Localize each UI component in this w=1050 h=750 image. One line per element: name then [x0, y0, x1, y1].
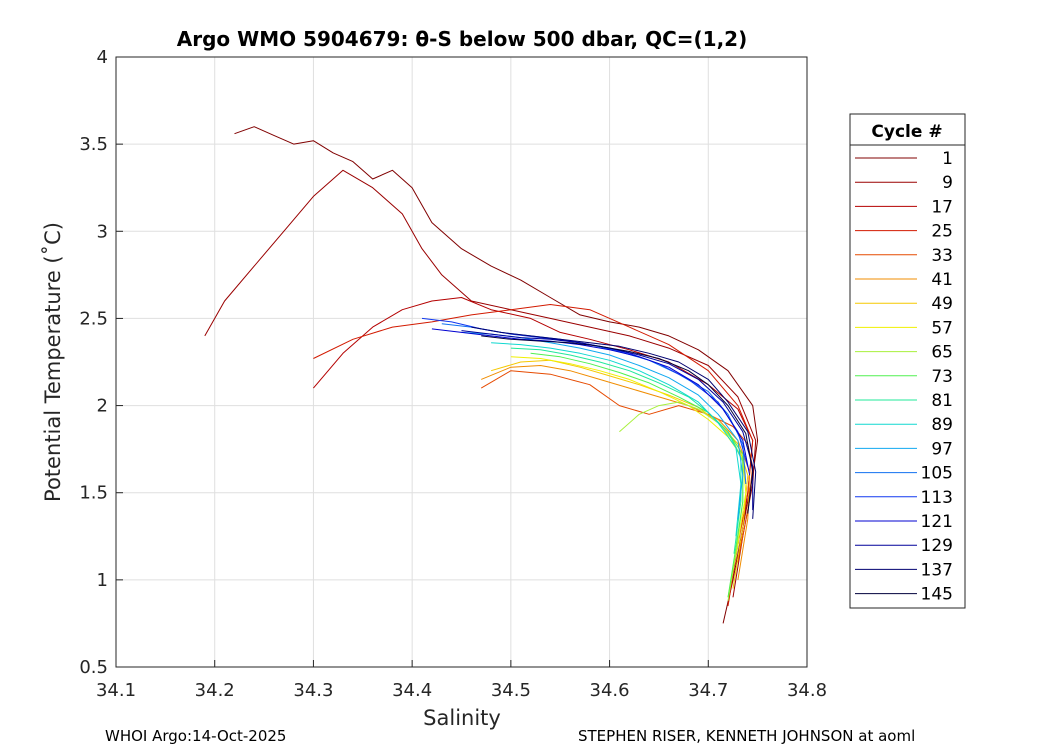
x-axis-label: Salinity	[423, 706, 501, 730]
series-line-cycle-145	[481, 335, 754, 514]
series-line-cycle-121	[431, 328, 751, 476]
x-tick-label: 34.8	[787, 680, 827, 701]
series-line-cycle-41	[481, 365, 751, 580]
y-tick-label: 2	[97, 396, 108, 417]
series-line-cycle-137	[471, 326, 757, 519]
y-tick-label: 3.5	[79, 134, 108, 155]
legend-label-49: 49	[931, 294, 953, 314]
footer-credits: STEPHEN RISER, KENNETH JOHNSON at aoml	[578, 727, 916, 745]
series-line-cycle-1	[234, 126, 759, 624]
x-tick-label: 34.5	[491, 680, 531, 701]
plot-area: 34.1 34.2 34.3 34.4 34.5 34.6 34.7 34.8 0.5 1 1.5 2…	[79, 47, 827, 701]
legend: Cycle # 1 9 17 25 33 41 49 57 65 73 81 89 97 105 113 12…	[849, 113, 966, 609]
y-tick-label: 2.5	[79, 308, 108, 329]
y-tick-label: 0.5	[79, 657, 108, 678]
y-tick-label: 1.5	[79, 483, 108, 504]
series-line-cycle-9	[204, 169, 757, 598]
y-tick-label: 3	[97, 221, 108, 242]
series-line-cycle-89	[491, 342, 742, 537]
x-tick-label: 34.3	[293, 680, 333, 701]
legend-label-129: 129	[921, 536, 953, 556]
legend-label-41: 41	[931, 270, 953, 290]
x-tick-label: 34.4	[392, 680, 432, 701]
series-line-cycle-17	[313, 297, 754, 563]
legend-label-105: 105	[921, 464, 953, 484]
legend-label-9: 9	[942, 173, 953, 193]
footer-date: WHOI Argo:14-Oct-2025	[105, 727, 287, 745]
legend-label-73: 73	[931, 367, 953, 387]
axes-frame	[115, 56, 808, 668]
axes-background	[116, 57, 807, 667]
legend-label-65: 65	[931, 343, 953, 363]
legend-label-97: 97	[931, 439, 953, 459]
x-tick-label: 34.6	[590, 680, 630, 701]
y-axis-label: Potential Temperature (˚C)	[41, 222, 65, 502]
legend-label-121: 121	[921, 512, 953, 532]
legend-label-145: 145	[921, 585, 953, 605]
legend-label-33: 33	[931, 246, 953, 266]
legend-title: Cycle #	[871, 122, 942, 142]
x-tick-label: 34.1	[96, 680, 136, 701]
legend-label-89: 89	[931, 415, 953, 435]
legend-label-17: 17	[931, 197, 953, 217]
legend-box	[849, 113, 966, 609]
x-tick-label: 34.2	[195, 680, 235, 701]
legend-label-137: 137	[921, 560, 953, 580]
series-line-cycle-73	[530, 352, 744, 598]
legend-entries: 1 9 17 25 33 41 49 57 65 73 81 89 97 105 113 121 129 137 1…	[855, 149, 953, 605]
legend-label-81: 81	[931, 391, 953, 411]
legend-label-57: 57	[931, 318, 953, 338]
chart-title: Argo WMO 5904679: θ-S below 500 dbar, QC…	[177, 27, 747, 51]
series-line-cycle-129	[461, 330, 754, 511]
series-line-cycle-25	[313, 304, 754, 607]
legend-label-1: 1	[942, 149, 953, 169]
legend-label-113: 113	[921, 488, 953, 508]
legend-label-25: 25	[931, 222, 953, 242]
x-tick-label: 34.7	[688, 680, 728, 701]
y-tick-label: 1	[97, 570, 108, 591]
y-tick-label: 4	[97, 47, 108, 68]
